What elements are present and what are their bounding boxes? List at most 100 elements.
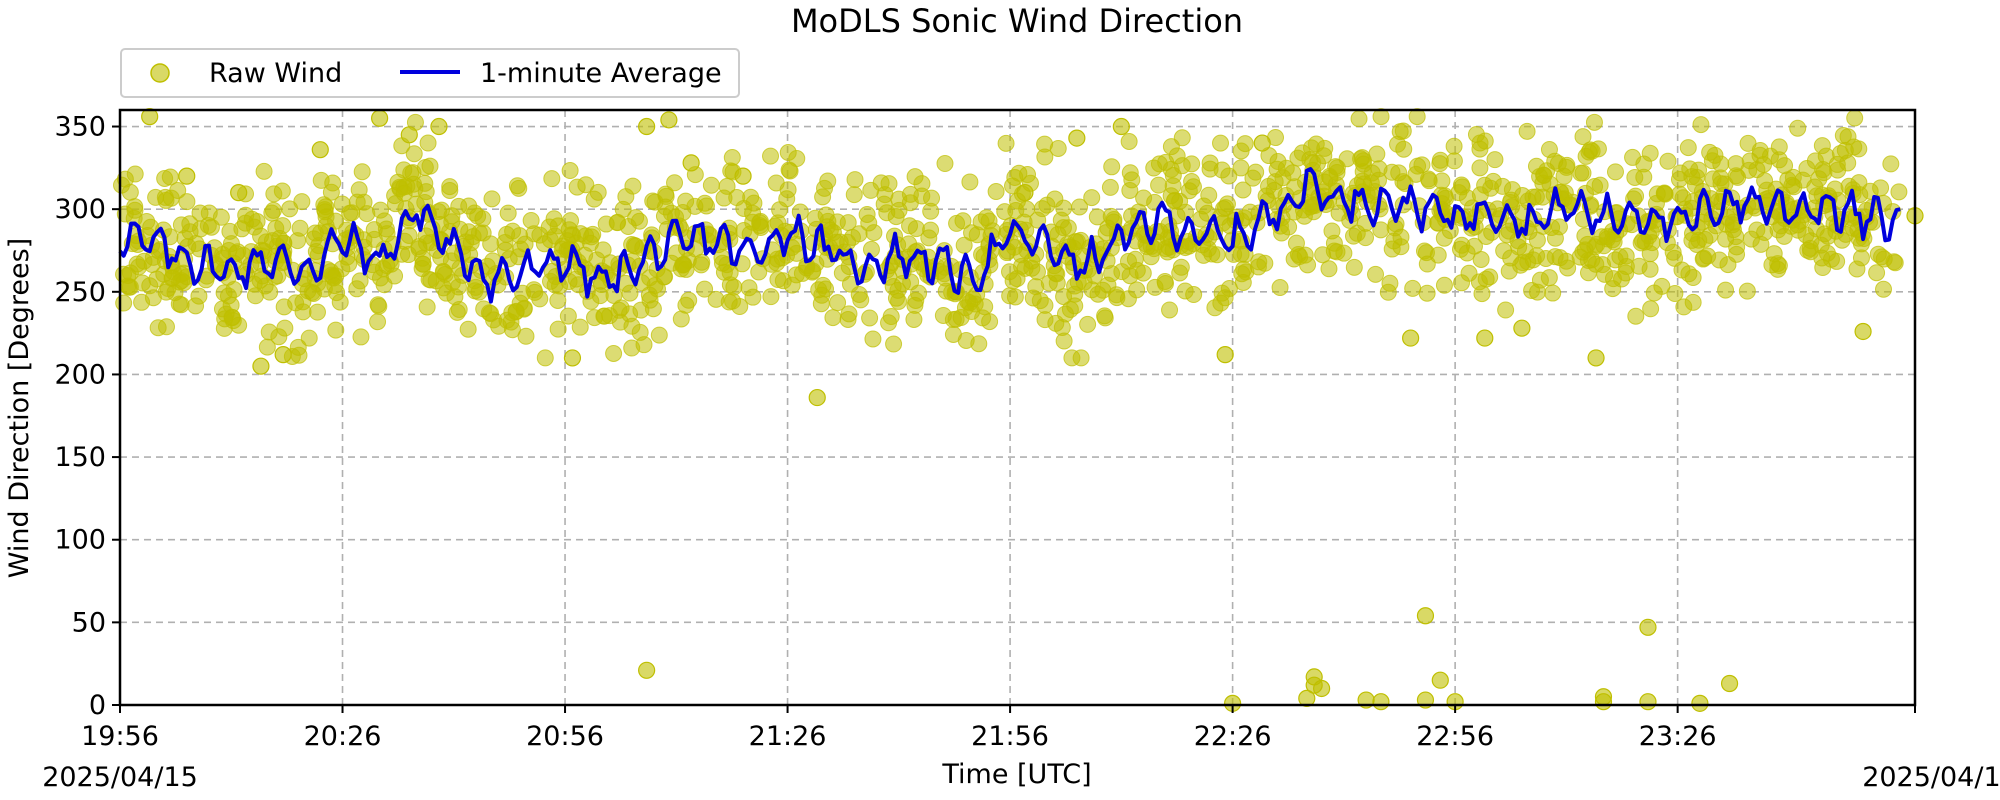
raw-wind-point: [769, 214, 787, 232]
raw-wind-point: [1587, 349, 1605, 367]
raw-wind-point: [1029, 211, 1047, 229]
raw-wind-point: [499, 204, 517, 222]
raw-wind-point: [115, 294, 133, 312]
raw-wind-point: [1123, 171, 1141, 189]
raw-wind-point: [1216, 346, 1234, 364]
raw-wind-point: [1383, 163, 1401, 181]
raw-wind-point: [1055, 332, 1073, 350]
raw-wind-point: [1518, 122, 1536, 140]
y-tick-label: 350: [54, 112, 106, 143]
raw-wind-point: [1431, 671, 1449, 689]
raw-wind-point: [788, 244, 806, 262]
raw-wind-point: [1372, 693, 1390, 711]
raw-wind-point: [650, 326, 668, 344]
raw-wind-point: [1108, 289, 1126, 307]
raw-wind-point: [324, 174, 342, 192]
raw-wind-point: [655, 207, 673, 225]
raw-wind-point: [1834, 126, 1852, 144]
raw-wind-point: [1701, 143, 1719, 161]
y-tick-label: 100: [54, 525, 106, 556]
x-tick-label: 20:56: [526, 721, 604, 752]
raw-wind-point: [880, 175, 898, 193]
raw-wind-point: [963, 224, 981, 242]
raw-wind-point: [178, 167, 196, 185]
raw-wind-point: [430, 117, 448, 136]
raw-wind-point: [955, 236, 973, 254]
raw-wind-point: [1604, 270, 1622, 288]
raw-wind-point: [128, 255, 146, 273]
raw-wind-point: [300, 329, 318, 347]
raw-wind-point: [780, 161, 798, 179]
raw-wind-point: [1096, 307, 1114, 325]
raw-wind-point: [1854, 322, 1872, 341]
raw-wind-point: [735, 222, 753, 240]
x-tick-label: 21:26: [749, 721, 827, 752]
raw-wind-point: [1555, 167, 1573, 185]
raw-wind-point: [1659, 152, 1677, 170]
raw-wind-point: [498, 225, 516, 243]
raw-wind-point: [1806, 178, 1824, 196]
raw-wind-point: [751, 214, 769, 232]
raw-wind-point: [1577, 147, 1595, 165]
raw-wind-point: [223, 309, 241, 327]
raw-wind-point: [1383, 240, 1401, 258]
raw-wind-point: [1868, 264, 1886, 282]
raw-wind-point: [638, 117, 656, 136]
raw-wind-point: [804, 262, 822, 280]
raw-wind-point: [1477, 270, 1495, 288]
raw-wind-point: [1048, 265, 1066, 283]
y-tick-label: 250: [54, 277, 106, 308]
raw-wind-point: [372, 201, 390, 219]
raw-wind-point: [1416, 607, 1435, 625]
raw-wind-point: [541, 272, 559, 290]
raw-wind-point: [1016, 184, 1034, 202]
raw-wind-point: [1381, 274, 1399, 292]
raw-wind-point: [1738, 282, 1756, 300]
raw-wind-point: [997, 134, 1015, 152]
raw-wind-point: [448, 303, 466, 321]
raw-wind-point: [1201, 160, 1219, 178]
raw-wind-point: [597, 215, 615, 233]
raw-wind-point: [161, 168, 179, 186]
raw-wind-point: [407, 195, 425, 213]
raw-wind-point: [459, 320, 477, 338]
raw-wind-point: [1435, 276, 1453, 294]
raw-wind-point: [808, 388, 826, 407]
raw-wind-point: [621, 284, 639, 302]
raw-wind-point: [677, 192, 695, 210]
raw-wind-point: [543, 170, 561, 188]
raw-wind-point: [954, 212, 972, 230]
raw-wind-point: [922, 202, 940, 220]
raw-wind-point: [885, 335, 903, 353]
raw-wind-point: [715, 189, 733, 207]
raw-wind-point: [1112, 117, 1130, 136]
raw-wind-point: [1729, 168, 1747, 186]
raw-wind-point: [1594, 693, 1613, 711]
raw-wind-point: [1206, 299, 1224, 317]
raw-wind-point: [640, 286, 658, 304]
raw-wind-point: [1833, 231, 1851, 249]
raw-wind-point: [1514, 254, 1532, 272]
raw-wind-point: [774, 272, 792, 290]
raw-wind-point: [1680, 265, 1698, 283]
raw-wind-point: [251, 271, 269, 289]
raw-wind-point: [1289, 246, 1307, 264]
raw-wind-point: [1694, 250, 1712, 268]
raw-wind-point: [1237, 263, 1255, 281]
raw-wind-point: [1320, 260, 1338, 278]
raw-wind-point: [617, 188, 635, 206]
raw-wind-point: [1431, 155, 1449, 173]
raw-wind-point: [1756, 223, 1774, 241]
raw-wind-point: [252, 227, 270, 245]
raw-wind-point: [1103, 265, 1121, 283]
raw-wind-point: [1605, 233, 1623, 251]
raw-wind-point: [141, 108, 159, 126]
raw-wind-point: [427, 272, 445, 290]
raw-wind-point: [331, 293, 349, 311]
raw-wind-point: [230, 184, 248, 202]
raw-wind-point: [970, 335, 988, 353]
raw-wind-point: [316, 201, 334, 219]
raw-wind-point: [144, 248, 162, 266]
raw-wind-point: [692, 256, 710, 274]
raw-wind-point: [920, 229, 938, 247]
